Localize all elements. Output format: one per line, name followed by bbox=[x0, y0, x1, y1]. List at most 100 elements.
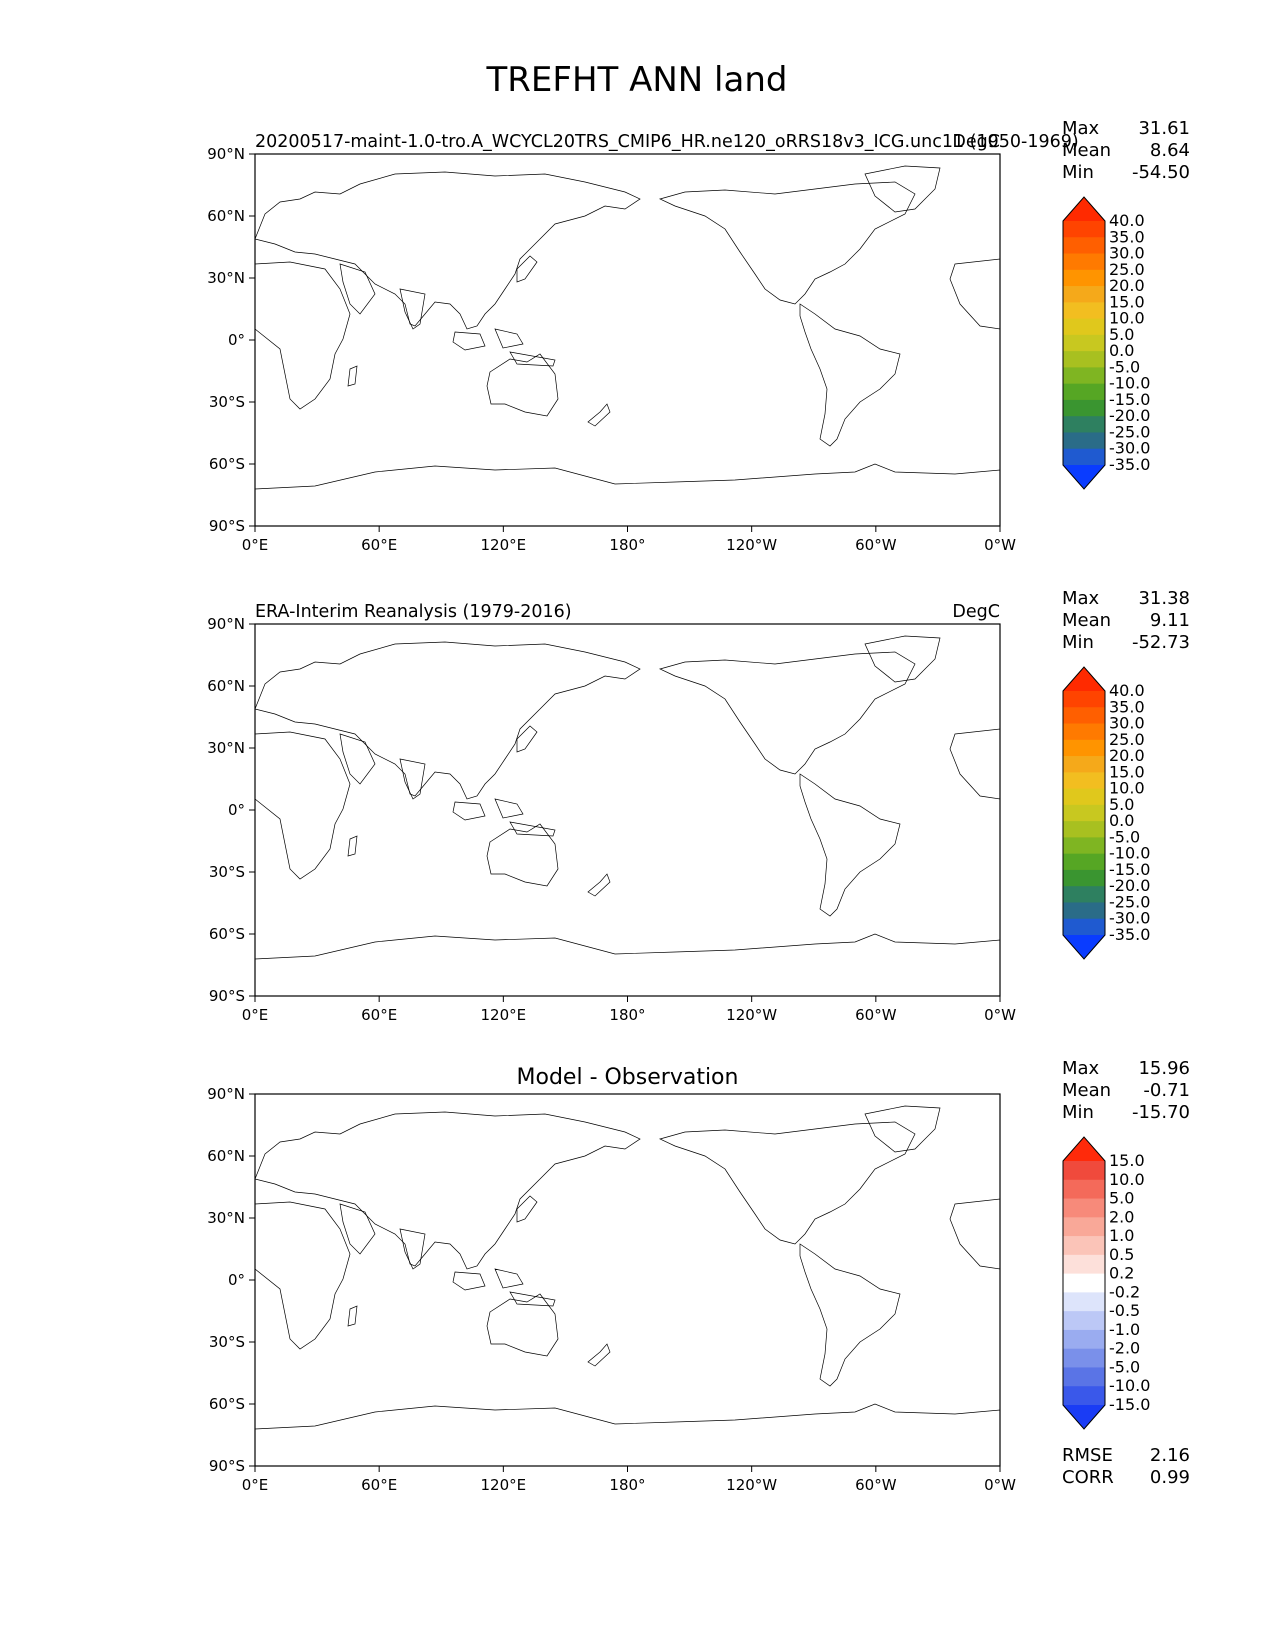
colorbar-tick-label: 5.0 bbox=[1109, 1189, 1134, 1208]
colorbar-tick-label: -1.0 bbox=[1109, 1320, 1140, 1339]
y-tick-label: 60°S bbox=[209, 925, 245, 943]
metric-label: CORR bbox=[1062, 1467, 1114, 1488]
colorbar-segment bbox=[1063, 723, 1105, 741]
x-tick-label: 0°E bbox=[242, 1476, 269, 1494]
colorbar-tick-label: 30.0 bbox=[1109, 244, 1145, 263]
metric-label: RMSE bbox=[1062, 1445, 1113, 1466]
colorbar-extend-min bbox=[1063, 935, 1105, 959]
stat-label: Mean bbox=[1062, 1080, 1111, 1101]
land-field bbox=[255, 1094, 1000, 1467]
colorbar-segment bbox=[1063, 1329, 1105, 1350]
coastline bbox=[658, 1121, 916, 1245]
colorbar-tick-label: 25.0 bbox=[1109, 730, 1145, 749]
metric-value: 2.16 bbox=[1150, 1445, 1190, 1466]
colorbar-tick-label: -20.0 bbox=[1109, 876, 1150, 895]
map-frame bbox=[254, 153, 1001, 527]
x-tick-label: 180° bbox=[609, 1476, 645, 1494]
y-tick-label: 0° bbox=[228, 1271, 245, 1289]
field-band bbox=[255, 872, 1000, 914]
x-tick-label: 60°E bbox=[361, 1476, 397, 1494]
coastline bbox=[799, 773, 901, 917]
colorbar-segment bbox=[1063, 1198, 1105, 1218]
coastline bbox=[516, 725, 538, 753]
coastline bbox=[254, 1111, 641, 1270]
coastlines bbox=[254, 635, 1001, 997]
x-tick-label: 0°W bbox=[984, 1006, 1016, 1024]
colorbar-segment bbox=[1063, 1367, 1105, 1387]
y-tick-label: 30°S bbox=[209, 1333, 245, 1351]
stat-label: Min bbox=[1062, 632, 1094, 653]
y-tick-label: 30°S bbox=[209, 863, 245, 881]
colorbar-segment bbox=[1063, 399, 1105, 417]
field-band bbox=[255, 748, 1000, 790]
panel-title-center: Model - Observation bbox=[517, 1065, 739, 1090]
colorbar-tick-label: 35.0 bbox=[1109, 227, 1145, 246]
map-frame bbox=[254, 1093, 1001, 1467]
colorbar-segment bbox=[1063, 269, 1105, 287]
coastline bbox=[399, 1228, 426, 1270]
x-tick-label: 120°W bbox=[726, 1006, 777, 1024]
x-tick-label: 0°E bbox=[242, 1006, 269, 1024]
field-band bbox=[255, 1383, 1000, 1425]
colorbar-tick-label: 30.0 bbox=[1109, 714, 1145, 733]
stat-value: 9.11 bbox=[1150, 610, 1190, 631]
field-band bbox=[255, 955, 1000, 997]
panel-units: DegC bbox=[952, 132, 1000, 152]
colorbar-tick-label: 5.0 bbox=[1109, 325, 1134, 344]
colorbar-tick-label: -5.0 bbox=[1109, 827, 1140, 846]
coastline bbox=[799, 1243, 901, 1387]
y-tick-label: 60°N bbox=[207, 1147, 245, 1165]
map-frame bbox=[254, 623, 1001, 997]
y-tick-label: 60°S bbox=[209, 1395, 245, 1413]
coastline bbox=[254, 731, 351, 880]
coastline bbox=[347, 835, 358, 857]
y-tick-label: 60°N bbox=[207, 207, 245, 225]
field-band bbox=[255, 1177, 1000, 1219]
coastline bbox=[658, 181, 916, 305]
x-tick-label: 120°E bbox=[481, 1006, 527, 1024]
colorbar-tick-label: 25.0 bbox=[1109, 260, 1145, 279]
colorbar-tick-label: -35.0 bbox=[1109, 925, 1150, 944]
colorbar-tick-label: 5.0 bbox=[1109, 795, 1134, 814]
x-tick-label: 120°E bbox=[481, 1476, 527, 1494]
field-patch bbox=[795, 1164, 855, 1224]
panel-observation: ERA-Interim Reanalysis (1979-2016) DegC 0°… bbox=[207, 588, 1190, 1024]
field-band bbox=[255, 1259, 1000, 1301]
x-tick-label: 120°W bbox=[726, 536, 777, 554]
colorbar-segment bbox=[1063, 302, 1105, 320]
colorbar-segment bbox=[1063, 221, 1105, 238]
colorbar-segment bbox=[1063, 383, 1105, 401]
colorbar-segment bbox=[1063, 1217, 1105, 1237]
colorbar-tick-label: 40.0 bbox=[1109, 681, 1145, 700]
panel-difference: Model - Observation 0°E 60°E 120°E 180° 120°W… bbox=[207, 1058, 1190, 1494]
colorbar-segment bbox=[1063, 1273, 1105, 1293]
colorbar-tick-label: 0.2 bbox=[1109, 1264, 1134, 1283]
y-tick-label: 0° bbox=[228, 801, 245, 819]
stat-value: -54.50 bbox=[1132, 162, 1190, 183]
colorbar-tick-label: 1.0 bbox=[1109, 1226, 1134, 1245]
colorbar-segment bbox=[1063, 1254, 1105, 1275]
x-tick-label: 0°E bbox=[242, 536, 269, 554]
colorbar-segment bbox=[1063, 1179, 1105, 1200]
field-band bbox=[255, 1425, 1000, 1467]
coastline bbox=[587, 1343, 611, 1367]
coastline bbox=[864, 1105, 941, 1153]
coastline bbox=[452, 1271, 486, 1291]
colorbar-tick-label: -30.0 bbox=[1109, 909, 1150, 928]
coastline bbox=[399, 758, 426, 800]
colorbar-segment bbox=[1063, 416, 1105, 433]
panel-title-left: 20200517-maint-1.0-tro.A_WCYCL20TRS_CMIP… bbox=[255, 132, 1079, 152]
colorbar-tick-label: 2.0 bbox=[1109, 1207, 1134, 1226]
colorbar-segment bbox=[1063, 918, 1105, 936]
colorbar-segment bbox=[1063, 788, 1105, 806]
field-patch bbox=[335, 1244, 455, 1334]
coastline bbox=[347, 365, 358, 387]
field-band bbox=[255, 1301, 1000, 1343]
coastline bbox=[254, 171, 641, 330]
stat-label: Max bbox=[1062, 1058, 1100, 1079]
colorbar-extend-min bbox=[1063, 465, 1105, 489]
colorbar-outline bbox=[1062, 196, 1106, 490]
x-tick-label: 60°E bbox=[361, 536, 397, 554]
coastline bbox=[347, 1305, 358, 1327]
colorbar-tick-label: -2.0 bbox=[1109, 1339, 1140, 1358]
